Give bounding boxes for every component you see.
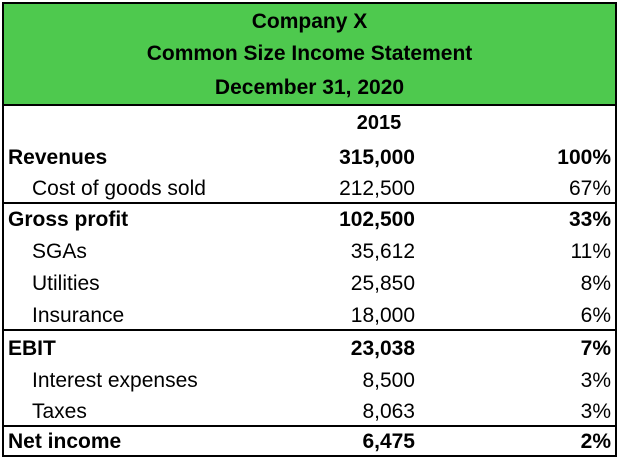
divider [4,202,615,204]
statement-date: December 31, 2020 [214,76,405,99]
row-label: Cost of goods sold [32,177,206,200]
row-amount: 18,000 [350,304,415,327]
row-label: Revenues [8,146,108,169]
row-percent: 8% [580,272,611,295]
divider [4,329,615,331]
table-row: Cost of goods sold 212,500 67% [4,174,615,205]
row-percent: 7% [580,337,611,360]
row-label: SGAs [32,240,87,263]
company-name: Company X [251,10,368,33]
row-percent: 67% [568,177,611,200]
row-label: Insurance [32,304,125,327]
row-percent: 33% [568,208,611,231]
table-row: Gross profit 102,500 33% [4,205,615,236]
row-amount: 315,000 [339,146,415,169]
row-label: Utilities [32,272,100,295]
row-label: Gross profit [8,208,129,231]
row-label: Taxes [32,400,87,423]
row-amount: 35,612 [350,240,415,263]
row-amount: 102,500 [339,208,415,231]
statement-header: Company X Common Size Income Statement D… [4,4,615,106]
row-amount: 8,500 [362,369,415,392]
statement-title: Common Size Income Statement [146,42,473,65]
table-row: Insurance 18,000 6% [4,301,615,332]
row-amount: 23,038 [350,337,415,360]
row-amount: 212,500 [339,177,415,200]
row-percent: 3% [580,369,611,392]
table-row: Taxes 8,063 3% [4,397,615,428]
row-percent: 2% [580,430,611,453]
row-amount: 8,063 [362,400,415,423]
table-row: Interest expenses 8,500 3% [4,366,615,397]
row-label: Interest expenses [32,369,198,392]
row-label: EBIT [8,337,56,360]
table-row: SGAs 35,612 11% [4,237,615,268]
table-row: Revenues 315,000 100% [4,143,615,174]
row-percent: 11% [570,240,611,263]
table-row: Utilities 25,850 8% [4,269,615,300]
year-column-header: 2015 [356,112,402,134]
row-amount: 25,850 [350,272,415,295]
row-percent: 3% [580,400,611,423]
row-label: Net income [8,430,122,453]
divider [4,425,615,427]
table-row: Net income 6,475 2% [4,427,615,458]
row-amount: 6,475 [362,430,415,453]
table-row: EBIT 23,038 7% [4,334,615,365]
row-percent: 100% [557,146,611,169]
row-percent: 6% [580,304,611,327]
